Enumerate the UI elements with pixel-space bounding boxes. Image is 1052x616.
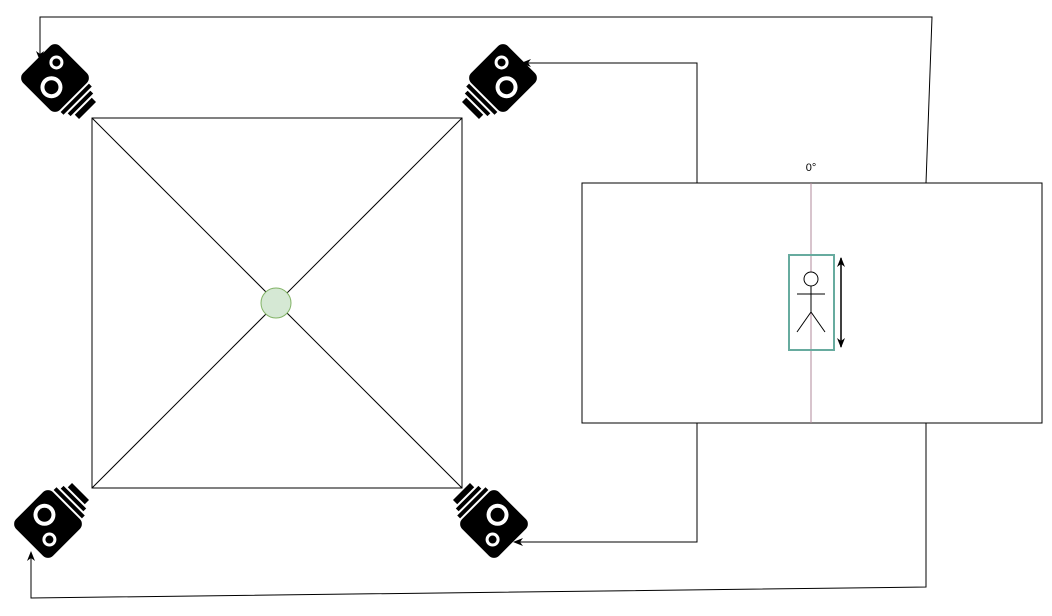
person-bounding-box (788, 254, 835, 351)
connector-top-right (521, 59, 698, 183)
camera-bottom-left-icon (11, 473, 99, 561)
camera-top-right-icon (452, 41, 540, 129)
connector-top-left (36, 16, 933, 184)
camera-view-frame (581, 182, 1043, 424)
stick-figure-icon (796, 271, 826, 333)
connector-bottom-right (513, 423, 698, 546)
room-square (91, 117, 463, 489)
angle-label: 0° (806, 162, 817, 174)
camera-top-left-icon (18, 41, 106, 129)
connector-bottom-left (27, 423, 927, 599)
camera-bottom-right-icon (443, 473, 531, 561)
center-point (260, 287, 292, 319)
